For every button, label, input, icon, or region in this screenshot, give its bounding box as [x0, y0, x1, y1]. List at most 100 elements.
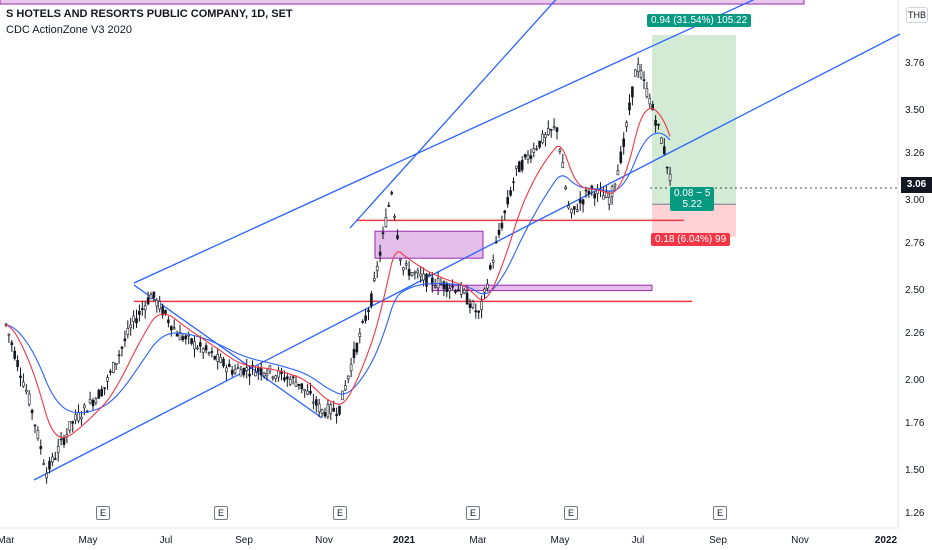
candle-body	[277, 370, 280, 378]
candle-body	[401, 267, 405, 271]
candle-body	[451, 285, 454, 288]
candle-body	[520, 160, 524, 171]
candle-body	[335, 413, 338, 417]
candle-body	[62, 437, 66, 445]
candle-body	[407, 268, 411, 276]
earnings-marker[interactable]: E	[333, 506, 347, 520]
candle-body	[613, 183, 617, 187]
candle-body	[477, 310, 481, 313]
candle-body	[631, 86, 634, 98]
candle-body	[216, 354, 219, 362]
target-label: 0.94 (31.54%) 105.22	[647, 14, 752, 27]
candle-body	[387, 205, 391, 207]
candle-body	[364, 315, 367, 321]
candle-body	[129, 324, 132, 328]
candle-body	[259, 368, 263, 375]
candle-body	[320, 409, 324, 414]
candle-body	[312, 401, 315, 404]
top-zone-box	[0, 0, 805, 5]
candle-body	[410, 272, 414, 276]
candle-body	[233, 369, 237, 374]
down-trendline	[133, 284, 323, 419]
candle-body	[13, 350, 16, 359]
candle-body	[639, 70, 643, 78]
candle-body	[628, 102, 631, 111]
candle-body	[384, 217, 388, 228]
candle-body	[454, 289, 457, 293]
candle-body	[126, 327, 130, 336]
candle-body	[303, 389, 307, 392]
candle-body	[236, 367, 240, 370]
channel-line	[133, 0, 755, 284]
candle-body	[135, 318, 138, 324]
candle-body	[488, 265, 492, 270]
y-tick-label: 2.50	[905, 285, 925, 296]
candle-body	[668, 173, 672, 182]
candle-body	[413, 271, 417, 274]
candle-body	[419, 273, 423, 277]
candle-body	[593, 193, 597, 199]
currency-badge[interactable]: THB	[906, 7, 928, 23]
candle-body	[381, 232, 385, 235]
candle-body	[91, 400, 95, 407]
candle-body	[120, 346, 124, 349]
candle-body	[416, 270, 420, 274]
channel-line	[33, 33, 901, 481]
candle-body	[16, 360, 19, 368]
candle-body	[480, 300, 483, 310]
candle-body	[491, 259, 495, 263]
candle-body	[152, 291, 156, 298]
candle-body	[459, 284, 463, 295]
candle-body	[523, 154, 527, 158]
candle-body	[100, 388, 103, 397]
y-tick-label: 3.00	[905, 195, 925, 206]
candle-body	[155, 299, 159, 307]
candle-body	[378, 251, 382, 256]
candle-body	[535, 148, 539, 150]
candle-body	[294, 381, 298, 387]
candle-body	[167, 319, 170, 324]
y-tick-label: 3.50	[905, 105, 925, 116]
candle-body	[512, 181, 515, 183]
candle-body	[323, 412, 327, 417]
candle-body	[254, 371, 257, 377]
candle-body	[158, 301, 161, 310]
candle-body	[300, 383, 304, 390]
candle-body	[541, 133, 544, 144]
candle-body	[604, 191, 608, 198]
candle-body	[161, 306, 164, 316]
candle-body	[42, 463, 46, 465]
earnings-marker[interactable]: E	[466, 506, 480, 520]
candle-body	[204, 345, 208, 351]
candle-body	[172, 327, 176, 330]
candle-body	[309, 390, 312, 394]
candle-body	[19, 375, 22, 378]
y-tick-label: 1.50	[905, 465, 925, 476]
earnings-marker[interactable]: E	[96, 506, 110, 520]
x-tick-label: May	[79, 535, 98, 546]
candle-body	[509, 190, 512, 196]
candle-body	[178, 331, 182, 341]
x-tick-label: 2022	[875, 535, 898, 546]
earnings-marker[interactable]: E	[713, 506, 727, 520]
candle-body	[184, 335, 188, 340]
candle-body	[36, 430, 40, 439]
candle-body	[358, 332, 362, 337]
candle-body	[77, 412, 80, 422]
candle-body	[462, 289, 466, 294]
candle-body	[326, 404, 330, 418]
candle-body	[581, 199, 585, 205]
candle-body	[425, 273, 428, 287]
candle-body	[422, 273, 425, 281]
candle-body	[317, 403, 321, 413]
candle-body	[288, 378, 292, 385]
candle-body	[430, 277, 434, 285]
candle-body	[106, 377, 109, 382]
earnings-marker[interactable]: E	[214, 506, 228, 520]
earnings-marker[interactable]: E	[564, 506, 578, 520]
candle-body	[517, 161, 521, 173]
candle-body	[622, 138, 626, 147]
candle-body	[213, 355, 217, 360]
candle-body	[56, 446, 60, 454]
